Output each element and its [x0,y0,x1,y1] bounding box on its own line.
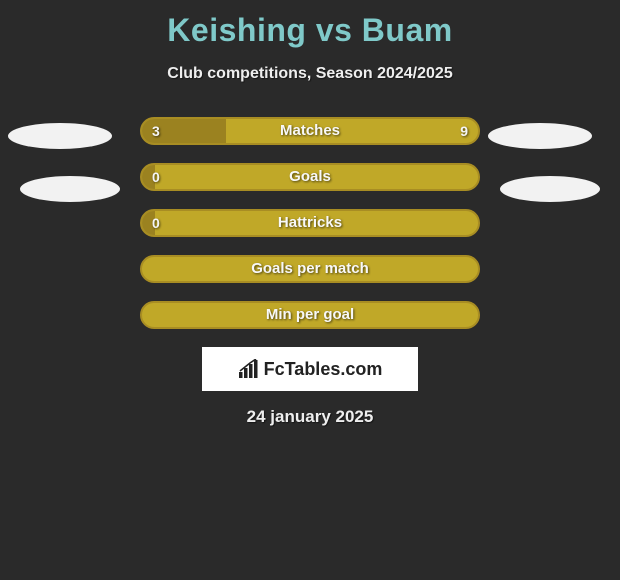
vs-text: vs [316,12,353,48]
chart-icon [238,359,260,379]
stat-bar: Goals0 [140,163,480,191]
stat-row: Hattricks0 [0,209,620,237]
stat-row: Goals per match [0,255,620,283]
logo-text: FcTables.com [264,359,383,380]
player1-name: Keishing [167,12,306,48]
player2-name: Buam [362,12,453,48]
stat-value-left: 0 [152,211,160,235]
stat-label: Goals [142,165,478,189]
avatar-placeholder [20,176,120,202]
stat-bar: Hattricks0 [140,209,480,237]
stat-label: Matches [142,119,478,143]
site-logo[interactable]: FcTables.com [202,347,418,391]
stats-block: Matches39Goals0Hattricks0Goals per match… [0,117,620,329]
page-title: Keishing vs Buam [0,0,620,49]
avatar-placeholder [8,123,112,149]
date-label: 24 january 2025 [0,407,620,427]
logo-content: FcTables.com [238,359,383,380]
stat-label: Min per goal [142,303,478,327]
stat-label: Hattricks [142,211,478,235]
comparison-widget: { "title": { "player1": "Keishing", "vs"… [0,0,620,580]
avatar-placeholder [500,176,600,202]
stat-bar: Goals per match [140,255,480,283]
stat-bar: Matches3 9 [140,117,480,145]
stat-value-right: 9 [460,119,468,143]
subtitle: Club competitions, Season 2024/2025 [0,65,620,83]
stat-bar: Min per goal [140,301,480,329]
stat-value-left: 0 [152,165,160,189]
stat-value-left: 3 [152,119,160,143]
avatar-placeholder [488,123,592,149]
stat-row: Min per goal [0,301,620,329]
stat-label: Goals per match [142,257,478,281]
